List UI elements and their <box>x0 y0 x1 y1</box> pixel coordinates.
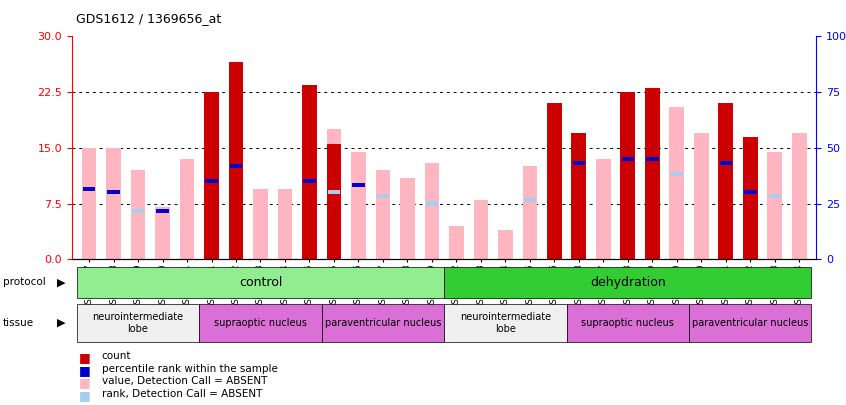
Text: value, Detection Call = ABSENT: value, Detection Call = ABSENT <box>102 376 267 386</box>
Bar <box>376 170 390 259</box>
Bar <box>524 198 536 202</box>
Bar <box>228 62 244 259</box>
Bar <box>645 92 660 259</box>
Bar <box>573 161 585 165</box>
Bar <box>444 304 567 342</box>
Bar <box>425 163 439 259</box>
Text: GDS1612 / 1369656_at: GDS1612 / 1369656_at <box>76 12 222 25</box>
Bar <box>155 207 170 259</box>
Bar <box>572 159 586 259</box>
Bar <box>572 133 586 259</box>
Bar <box>107 148 121 259</box>
Bar <box>303 179 316 183</box>
Text: paraventricular nucleus: paraventricular nucleus <box>325 318 441 328</box>
Bar <box>302 85 316 259</box>
Bar <box>82 148 96 259</box>
Bar <box>400 177 415 259</box>
Text: tissue: tissue <box>3 318 34 328</box>
Bar <box>567 304 689 342</box>
Bar <box>744 190 756 194</box>
Bar <box>474 200 488 259</box>
Text: supraoptic nucleus: supraoptic nucleus <box>214 318 307 328</box>
Bar <box>277 189 293 259</box>
Bar <box>204 92 219 259</box>
Bar <box>83 187 96 191</box>
Text: ■: ■ <box>80 364 91 377</box>
Bar <box>547 103 562 259</box>
Text: protocol: protocol <box>3 277 46 288</box>
Bar <box>107 190 120 194</box>
Bar <box>179 159 195 259</box>
Bar <box>426 201 438 206</box>
Bar <box>327 129 341 259</box>
Text: percentile rank within the sample: percentile rank within the sample <box>102 364 277 373</box>
Text: ▶: ▶ <box>57 277 65 288</box>
Bar <box>596 159 611 259</box>
Bar <box>767 151 782 259</box>
Bar <box>253 189 268 259</box>
Bar <box>132 209 145 213</box>
Bar <box>77 267 444 298</box>
Bar <box>620 96 635 259</box>
Bar <box>768 194 781 198</box>
Bar <box>646 157 658 161</box>
Text: paraventricular nucleus: paraventricular nucleus <box>692 318 809 328</box>
Text: control: control <box>239 276 283 289</box>
Bar <box>130 170 146 259</box>
Text: ▶: ▶ <box>57 318 65 328</box>
Bar <box>327 190 340 194</box>
Bar <box>718 103 733 259</box>
Text: count: count <box>102 351 131 361</box>
Text: neurointermediate
lobe: neurointermediate lobe <box>460 312 551 334</box>
Text: ■: ■ <box>80 351 91 364</box>
Bar <box>302 133 316 259</box>
Text: rank, Detection Call = ABSENT: rank, Detection Call = ABSENT <box>102 389 262 399</box>
Text: ■: ■ <box>80 389 91 402</box>
Bar <box>200 304 321 342</box>
Bar <box>523 166 537 259</box>
Bar <box>206 179 217 183</box>
Bar <box>669 107 684 259</box>
Bar <box>351 151 365 259</box>
Bar <box>547 103 562 259</box>
Bar <box>720 161 732 165</box>
Bar <box>230 164 242 168</box>
Bar <box>352 183 365 187</box>
Bar <box>743 137 758 259</box>
Bar <box>743 137 758 259</box>
Bar <box>449 226 464 259</box>
Bar <box>622 157 634 161</box>
Bar <box>77 304 200 342</box>
Text: supraoptic nucleus: supraoptic nucleus <box>581 318 674 328</box>
Text: ■: ■ <box>80 376 91 389</box>
Bar <box>321 304 444 342</box>
Bar <box>671 172 683 176</box>
Bar <box>228 148 244 259</box>
Bar <box>444 267 811 298</box>
Bar <box>792 133 806 259</box>
Text: dehydration: dehydration <box>590 276 666 289</box>
Bar <box>327 144 341 259</box>
Bar <box>498 230 513 259</box>
Bar <box>157 209 168 213</box>
Bar <box>645 88 660 259</box>
Bar <box>689 304 811 342</box>
Bar <box>694 133 709 259</box>
Bar <box>718 103 733 259</box>
Text: neurointermediate
lobe: neurointermediate lobe <box>92 312 184 334</box>
Bar <box>376 194 389 198</box>
Bar <box>620 92 635 259</box>
Bar <box>204 166 219 259</box>
